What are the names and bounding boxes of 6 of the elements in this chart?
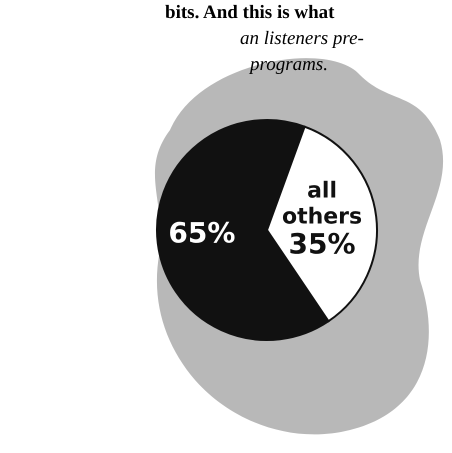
data-label: 65% [168, 216, 236, 250]
text: bits. And this is what [165, 2, 334, 24]
slice-label: all others [282, 178, 362, 230]
data-label: 35% [288, 227, 356, 260]
text: an listeners pre- [240, 28, 364, 50]
text: programs. [250, 54, 328, 76]
